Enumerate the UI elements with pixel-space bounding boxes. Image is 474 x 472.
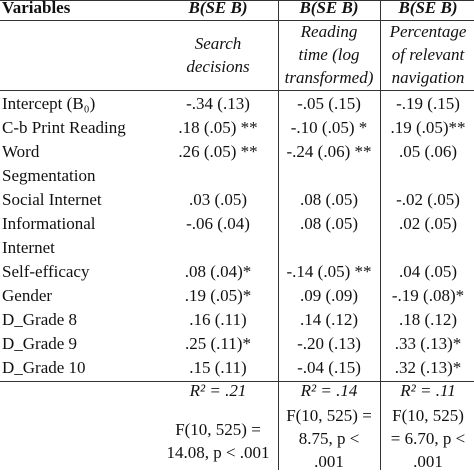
subheader-rule: [0, 90, 474, 91]
footer-r2-col1: R² = .21: [189, 381, 247, 400]
table-top-rule: [0, 0, 474, 1]
row-label: Internet: [2, 238, 55, 257]
header-rule: [0, 20, 474, 21]
subheader-col1-line1: Search: [194, 34, 242, 53]
subheader-col2-line2: time (log: [298, 45, 360, 64]
footer-f-col2-line3: .001: [314, 452, 344, 471]
footer-f-col1-line2: 14.08, p < .001: [166, 443, 270, 462]
subheader-col2-line1: Reading: [300, 22, 358, 41]
row-value-col2: -.24 (.06) **: [286, 142, 372, 161]
row-value-col2: -.14 (.05) **: [286, 262, 372, 281]
row-label: Self-efficacy: [2, 262, 90, 281]
header-col2: B(SE B): [299, 0, 359, 17]
row-label: Social Internet: [2, 190, 102, 209]
footer-f-col3-line1: F(10, 525): [392, 406, 464, 425]
row-value-col3: .02 (.05): [398, 214, 458, 233]
footer-f-col2-line2: 8.75, p <: [298, 429, 360, 448]
row-value-col3: -.19 (.08)*: [391, 286, 465, 305]
row-value-col3: .04 (.05): [398, 262, 458, 281]
subheader-col3-line1: Percentage: [389, 22, 467, 41]
header-col3: B(SE B): [398, 0, 458, 17]
row-label: D_Grade 10: [2, 358, 86, 377]
footer-f-col3-line2: = 6.70, p <: [390, 429, 466, 448]
row-value-col2: -.10 (.05) *: [290, 118, 368, 137]
row-value-col2: -.04 (.15): [297, 358, 361, 377]
column-divider: [278, 0, 279, 470]
row-value-col1: .08 (.04)*: [184, 262, 252, 281]
row-value-col1: .15 (.11): [189, 358, 247, 377]
row-label: D_Grade 9: [2, 334, 78, 353]
subheader-col1-line2: decisions: [186, 57, 250, 76]
row-value-col1: -.06 (.04): [186, 214, 250, 233]
row-label: Gender: [2, 286, 53, 305]
row-value-col2: .08 (.05): [299, 214, 359, 233]
row-label: C-b Print Reading: [2, 118, 126, 137]
row-value-col3: .05 (.06): [398, 142, 458, 161]
header-col1: B(SE B): [188, 0, 248, 17]
row-value-col2: .09 (.09): [299, 286, 359, 305]
row-value-col3: .18 (.12): [398, 310, 458, 329]
row-value-col3: -.19 (.15): [396, 94, 460, 113]
row-value-col3: .33 (.13)*: [394, 334, 462, 353]
column-divider: [380, 0, 381, 470]
row-label: D_Grade 8: [2, 310, 78, 329]
row-value-col1: .03 (.05): [188, 190, 248, 209]
footer-f-col1-line1: F(10, 525) =: [175, 420, 261, 439]
row-value-col1: .18 (.05) **: [178, 118, 258, 137]
row-value-col2: -.20 (.13): [297, 334, 361, 353]
row-value-col3: -.02 (.05): [396, 190, 460, 209]
row-value-col3: .32 (.13)*: [394, 358, 462, 377]
subheader-col3-line2: of relevant: [391, 45, 465, 64]
row-label: Segmentation: [2, 166, 96, 185]
row-value-col1: .25 (.11)*: [185, 334, 251, 353]
footer-f-col2-line1: F(10, 525) =: [286, 406, 372, 425]
row-value-col1: .19 (.05)*: [184, 286, 252, 305]
footer-r2-col2: R² = .14: [300, 381, 358, 400]
row-value-col3: .19 (.05)**: [390, 118, 466, 137]
row-value-col2: .08 (.05): [299, 190, 359, 209]
row-value-col1: .16 (.11): [189, 310, 247, 329]
subheader-col3-line3: navigation: [391, 68, 465, 87]
row-label: Word: [2, 142, 40, 161]
row-value-col2: .14 (.12): [299, 310, 359, 329]
row-label: Informational: [2, 214, 96, 233]
footer-rule: [0, 381, 474, 382]
footer-f-col3-line3: .001: [413, 452, 443, 471]
footer-r2-col3: R² = .11: [400, 381, 456, 400]
subheader-col2-line3: transformed): [284, 68, 374, 87]
row-value-col1: .26 (.05) **: [178, 142, 258, 161]
row-value-col2: -.05 (.15): [297, 94, 361, 113]
header-variables: Variables: [2, 0, 71, 17]
row-label: Intercept (B₀): [2, 94, 96, 113]
row-value-col1: -.34 (.13): [186, 94, 250, 113]
